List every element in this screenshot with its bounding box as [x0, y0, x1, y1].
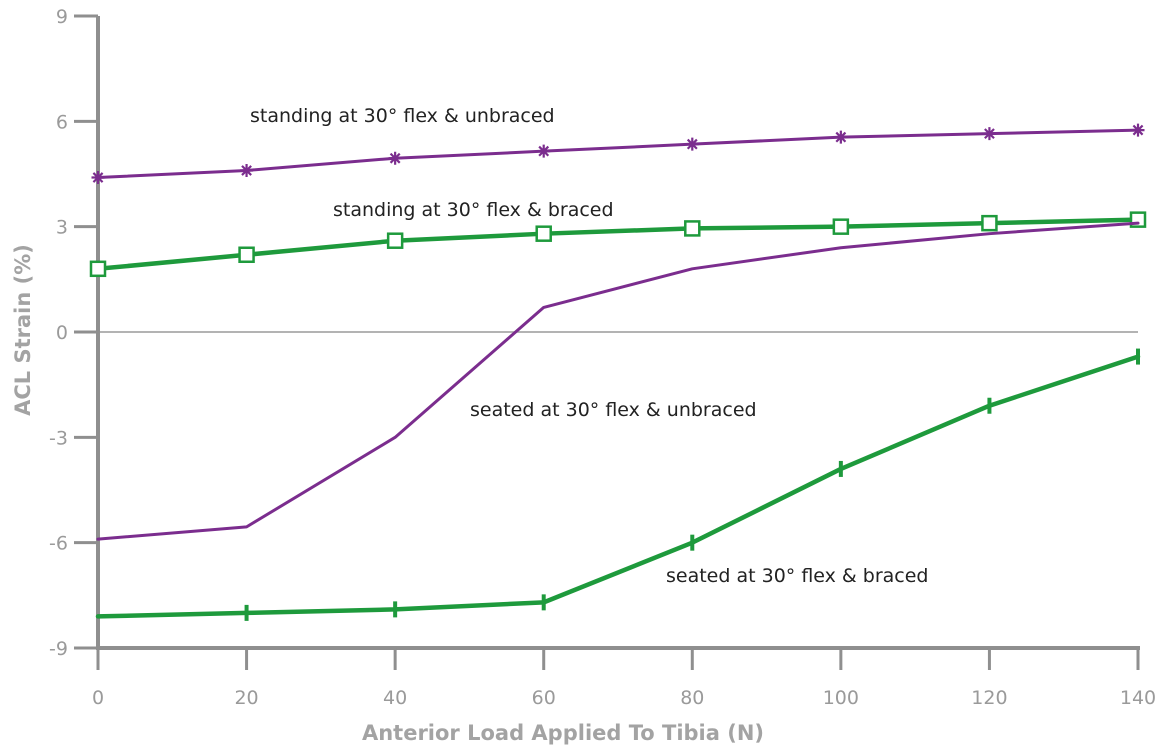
- data-point-standing-unbraced: [537, 144, 551, 158]
- series-line-seated-braced: [95, 354, 1141, 619]
- data-point-standing-unbraced: [834, 130, 848, 144]
- series-line-standing-braced: [95, 217, 1141, 272]
- series-seated-braced: [95, 348, 1141, 621]
- y-tick-label: 0: [56, 322, 68, 344]
- y-tick-label: 9: [56, 6, 68, 28]
- data-point-standing-braced: [386, 232, 404, 249]
- x-tick-label: 140: [1120, 687, 1156, 709]
- series-label-standing-braced: standing at 30° flex & braced: [333, 199, 614, 221]
- data-point-standing-unbraced: [1131, 123, 1145, 137]
- x-tick-label: 20: [234, 687, 258, 709]
- y-tick-label: 6: [56, 111, 68, 133]
- x-tick-label: 40: [383, 687, 407, 709]
- x-tick-label: 100: [823, 687, 859, 709]
- y-axis-title: ACL Strain (%): [11, 244, 35, 416]
- x-tick-label: 80: [680, 687, 704, 709]
- x-tick-label: 0: [92, 687, 104, 709]
- series-standing-braced: [89, 211, 1147, 278]
- series-label-seated-braced: seated at 30° flex & braced: [666, 565, 929, 587]
- data-point-standing-braced: [238, 246, 255, 264]
- series-line-seated-unbraced: [96, 221, 1140, 541]
- x-axis-title: Anterior Load Applied To Tibia (N): [362, 721, 764, 745]
- x-tick-label: 120: [971, 687, 1007, 709]
- data-point-standing-braced: [89, 260, 107, 278]
- series-label-seated-unbraced: seated at 30° flex & unbraced: [470, 399, 757, 421]
- series-seated-unbraced: [96, 221, 1140, 541]
- x-tick-label: 60: [532, 687, 556, 709]
- series-line-standing-unbraced: [96, 128, 1140, 180]
- data-point-standing-unbraced: [982, 127, 996, 141]
- series-standing-unbraced: [91, 123, 1145, 185]
- data-point-standing-braced: [832, 218, 850, 235]
- data-point-standing-unbraced: [388, 151, 402, 165]
- series-label-standing-unbraced: standing at 30° flex & unbraced: [250, 105, 555, 127]
- y-tick-label: 3: [56, 217, 68, 239]
- y-tick-label: -3: [49, 427, 68, 449]
- data-point-standing-unbraced: [685, 137, 699, 151]
- y-tick-label: -9: [49, 638, 68, 660]
- data-point-standing-braced: [684, 220, 701, 237]
- data-point-standing-braced: [535, 225, 552, 242]
- y-tick-label: -6: [49, 533, 68, 555]
- plot-area: -9 -6 -3 0 3 6 9 0 20 40 60 80 100 120 140: [49, 6, 1156, 709]
- data-point-standing-unbraced: [91, 171, 105, 185]
- data-point-standing-braced: [981, 214, 998, 232]
- data-point-standing-unbraced: [240, 163, 254, 177]
